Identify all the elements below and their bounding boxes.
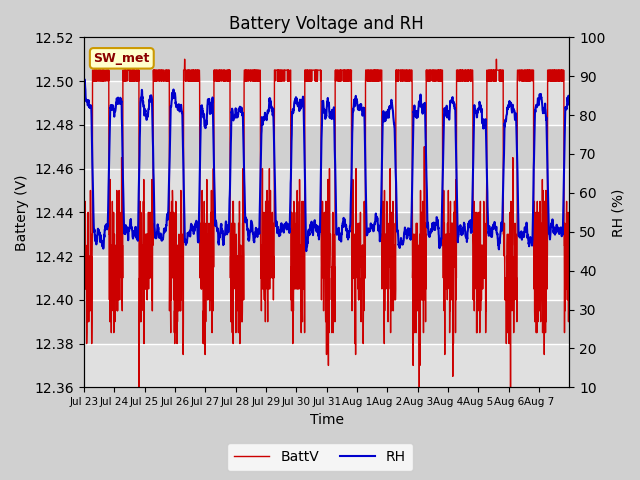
X-axis label: Time: Time	[310, 413, 344, 427]
Legend: BattV, RH: BattV, RH	[227, 443, 413, 471]
Bar	[84, 212, 570, 256]
Title: Battery Voltage and RH: Battery Voltage and RH	[229, 15, 424, 33]
BattV	[500, 231, 508, 237]
Bar	[84, 256, 570, 300]
BattV	[234, 297, 241, 303]
RH	[81, 76, 88, 82]
BattV	[124, 56, 132, 62]
BattV	[80, 242, 88, 248]
RH	[129, 234, 136, 240]
RH	[559, 232, 566, 238]
RH	[303, 248, 310, 254]
RH	[80, 77, 88, 83]
Y-axis label: RH (%): RH (%)	[611, 188, 625, 237]
RH	[566, 99, 573, 105]
Y-axis label: Battery (V): Battery (V)	[15, 174, 29, 251]
BattV	[559, 78, 566, 84]
Bar	[84, 344, 570, 387]
Bar	[84, 300, 570, 344]
Bar	[84, 37, 570, 81]
RH	[500, 151, 508, 156]
Bar	[84, 168, 570, 212]
BattV	[356, 220, 364, 226]
Line: BattV: BattV	[84, 59, 570, 387]
BattV	[566, 253, 573, 259]
BattV	[129, 67, 136, 73]
Bar	[84, 81, 570, 125]
Bar	[84, 125, 570, 168]
RH	[234, 110, 241, 116]
BattV	[135, 384, 143, 390]
RH	[356, 106, 364, 112]
RH	[473, 112, 481, 118]
Line: RH: RH	[84, 79, 570, 251]
BattV	[473, 330, 481, 336]
Text: SW_met: SW_met	[93, 52, 150, 65]
